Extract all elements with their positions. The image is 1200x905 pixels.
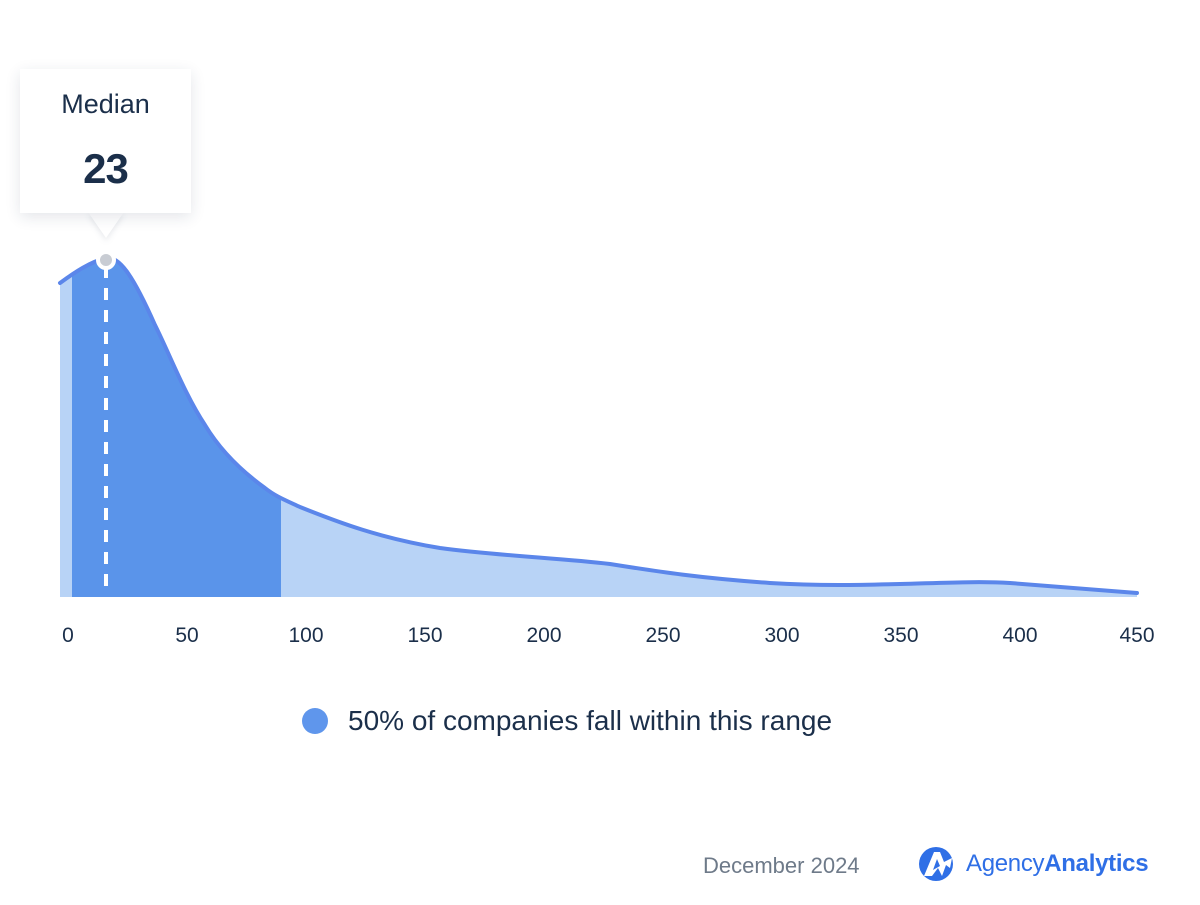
- x-tick: 400: [1002, 624, 1038, 647]
- tooltip-value: 23: [83, 145, 129, 192]
- x-tick: 100: [288, 624, 324, 647]
- tooltip-label: Median: [61, 89, 150, 119]
- x-tick: 0: [62, 624, 74, 647]
- x-tick: 250: [645, 624, 681, 647]
- tooltip-pointer: [88, 212, 124, 238]
- brand-name: AgencyAnalytics: [966, 850, 1149, 878]
- brand-logo: AgencyAnalytics: [918, 846, 1149, 882]
- density-line: [58, 255, 1139, 595]
- x-tick: 450: [1119, 624, 1155, 647]
- agencyanalytics-logo-icon: [919, 847, 953, 881]
- footer-date: December 2024: [703, 853, 860, 878]
- legend-label: 50% of companies fall within this range: [348, 705, 833, 736]
- x-tick: 200: [526, 624, 562, 647]
- density-area-iqr: [72, 257, 281, 597]
- x-tick: 50: [175, 624, 199, 647]
- brand-suffix: Analytics: [1044, 850, 1149, 877]
- x-tick: 300: [764, 624, 800, 647]
- legend: 50% of companies fall within this range: [302, 705, 832, 737]
- x-tick: 150: [407, 624, 443, 647]
- x-tick: 350: [883, 624, 919, 647]
- brand-prefix: Agency: [966, 850, 1045, 877]
- median-marker[interactable]: [96, 250, 116, 270]
- median-tooltip: Median 23: [20, 69, 191, 213]
- legend-dot-icon: [302, 708, 328, 734]
